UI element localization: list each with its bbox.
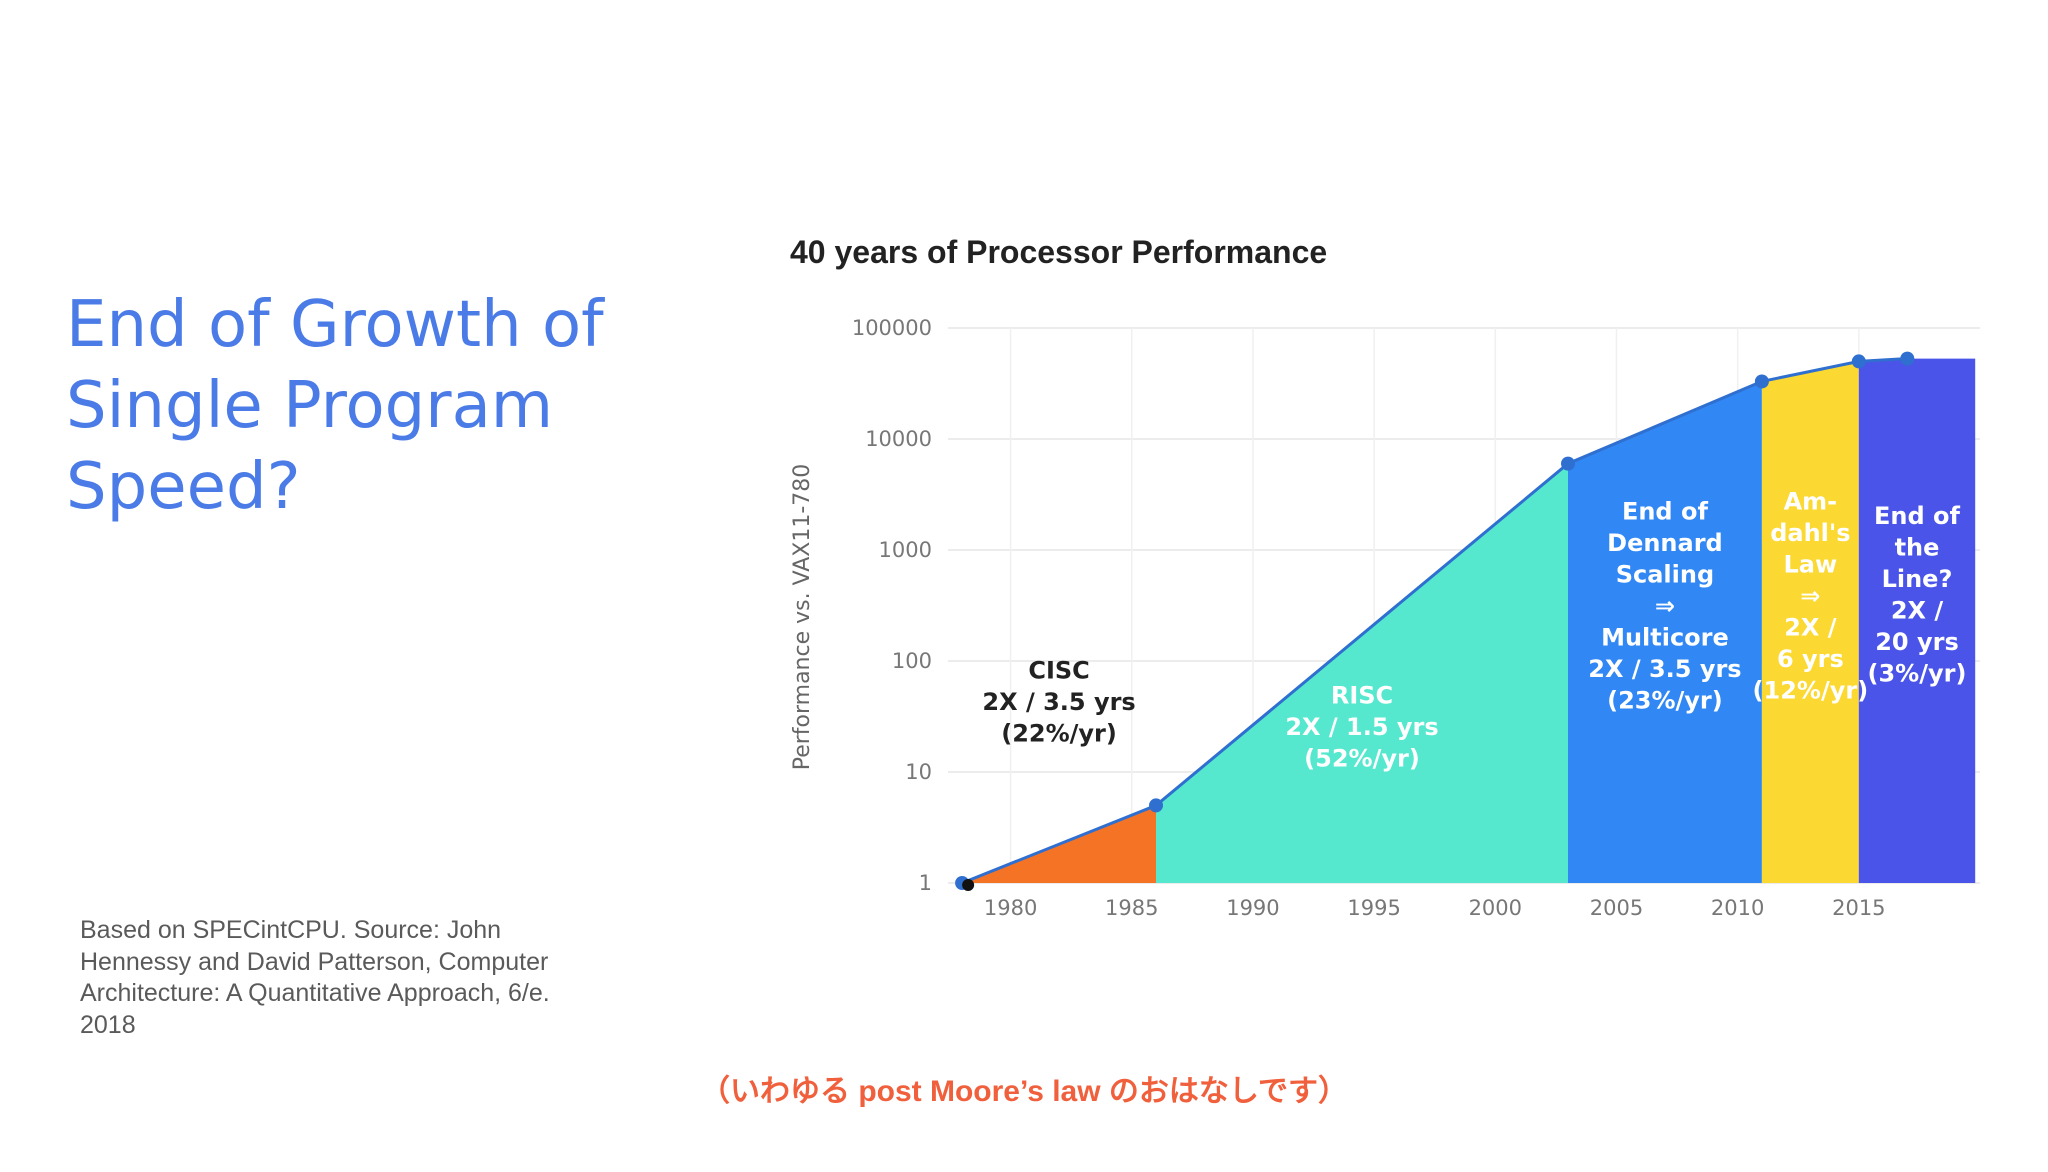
era-label-line: Dennard <box>1607 529 1723 557</box>
era-label-line: ⇒ <box>1800 582 1820 610</box>
era-label-line: 6 yrs <box>1777 645 1844 673</box>
era-area <box>1761 361 1859 883</box>
data-point <box>1149 798 1163 813</box>
source-line: Architecture: A Quantitative Approach, 6… <box>80 979 550 1007</box>
performance-line <box>961 357 1908 885</box>
era-label-line: 2X / <box>1784 614 1837 642</box>
axis-ticks: 1 10 100 1000 10000 100000 1980 1985 1990 1995 200… <box>852 316 1886 920</box>
x-tick-label: 2010 <box>1711 896 1764 920</box>
source-line: 2018 <box>80 1010 136 1039</box>
era-label-line: CISC <box>1028 656 1089 684</box>
era-label-line: dahl's <box>1770 519 1850 547</box>
era-label-line: (23%/yr) <box>1607 687 1723 715</box>
era-areas <box>962 358 1976 884</box>
era-label-line: Scaling <box>1616 561 1714 589</box>
chart-title: 40 years of Processor Performance <box>790 234 1327 270</box>
era-label-line: (3%/yr) <box>1868 660 1967 688</box>
source-line: Hennessy and David Patterson, Computer <box>80 947 549 976</box>
era-labels: CISC 2X / 3.5 yrs (22%/yr) RISC 2X / 1.5 yrs… <box>982 488 1966 773</box>
y-tick-label: 1 <box>919 871 932 895</box>
y-tick-label: 100 <box>892 649 932 673</box>
slide-title-line: End of Growth of <box>66 288 604 362</box>
source-line: Based on SPECintCPU. Source: John <box>80 916 502 944</box>
era-label-line: ⇒ <box>1655 592 1675 620</box>
slide-title: End of Growth of Single Program Speed? <box>66 285 626 528</box>
x-tick-label: 1990 <box>1226 896 1279 920</box>
era-label-line: (52%/yr) <box>1304 744 1420 772</box>
era-label-line: the <box>1895 534 1940 562</box>
era-label-line: (12%/yr) <box>1753 677 1869 705</box>
era-label-line: Am- <box>1784 488 1838 516</box>
y-tick-label: 1000 <box>879 538 932 562</box>
y-tick-label: 10 <box>905 760 932 784</box>
era-label-line: 2X / 3.5 yrs <box>982 688 1135 716</box>
performance-line-group <box>955 351 1915 891</box>
x-tick-label: 1980 <box>984 896 1037 920</box>
era-label-line: (22%/yr) <box>1001 719 1117 747</box>
era-label-line: RISC <box>1331 681 1393 709</box>
data-point <box>1754 374 1769 389</box>
x-tick-label: 1985 <box>1105 896 1158 920</box>
data-point <box>1851 354 1866 369</box>
era-label-line: Multicore <box>1601 624 1729 652</box>
era-area <box>1156 463 1568 883</box>
era-label-line: Law <box>1784 551 1838 579</box>
slide-title-line: Single Program <box>66 369 554 443</box>
era-area <box>1858 358 1976 884</box>
source-note: Based on SPECintCPU. Source: John Hennes… <box>80 915 620 1041</box>
era-label-line: Line? <box>1882 565 1953 593</box>
x-tick-label: 1995 <box>1347 896 1400 920</box>
era-label-line: 2X / 1.5 yrs <box>1285 713 1438 741</box>
x-tick-label: 2000 <box>1469 896 1522 920</box>
era-label-line: 2X / <box>1891 597 1944 625</box>
x-tick-label: 2005 <box>1590 896 1643 920</box>
origin-point <box>962 879 975 891</box>
y-tick-label: 10000 <box>865 427 932 451</box>
y-tick-label: 100000 <box>852 316 932 340</box>
x-tick-label: 2015 <box>1832 896 1885 920</box>
data-point <box>1900 351 1915 366</box>
caption: （いわゆる post Moore’s law のおはなしです） <box>699 1075 1349 1108</box>
era-label-line: End of <box>1874 502 1961 530</box>
slide-title-line: Speed? <box>66 450 301 524</box>
era-label-line: 2X / 3.5 yrs <box>1588 655 1741 683</box>
y-axis-label: Performance vs. VAX11-780 <box>790 464 815 771</box>
data-point <box>1561 456 1575 471</box>
era-area <box>1568 381 1762 883</box>
era-label-line: End of <box>1622 498 1709 526</box>
era-label-line: 20 yrs <box>1875 628 1959 656</box>
